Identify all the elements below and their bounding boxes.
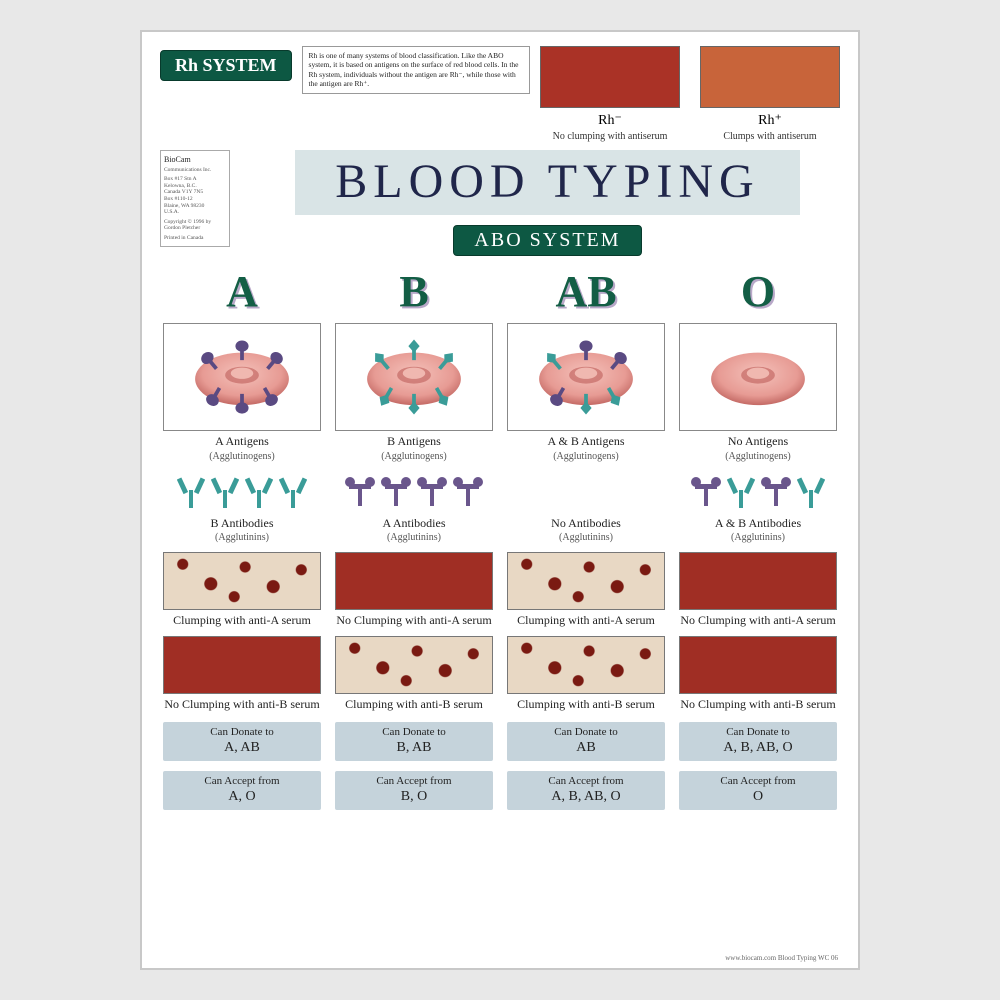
rh-description: Rh is one of many systems of blood class… <box>302 46 530 94</box>
anti-a-serum-label: Clumping with anti-A serum <box>517 614 655 628</box>
antigen-label: No Antigens(Agglutinogens) <box>725 435 791 463</box>
antibody-label: A & B Antibodies(Agglutinins) <box>715 517 801 545</box>
rh-plus-swatch <box>700 46 840 108</box>
antigen-label: A Antigens(Agglutinogens) <box>209 435 275 463</box>
rbc-diagram <box>335 323 493 431</box>
antibody-icons <box>163 473 321 513</box>
antibody-icons <box>679 473 837 513</box>
type-letter: AB <box>555 266 616 317</box>
rbc-diagram <box>163 323 321 431</box>
blood-type-column-A: A A Antigens( <box>160 266 324 810</box>
antibody-icons <box>335 473 493 513</box>
rbc-diagram <box>507 323 665 431</box>
anti-b-serum-label: No Clumping with anti-B serum <box>164 698 319 712</box>
anti-a-serum-label: Clumping with anti-A serum <box>173 614 311 628</box>
anti-a-serum-swatch <box>163 552 321 610</box>
publisher-box: BioCam Communications Inc. Box #17 Stn A… <box>160 150 230 247</box>
publisher-copyright: Copyright © 1996 by Gordon Pletcher <box>164 219 226 232</box>
anti-b-serum-label: No Clumping with anti-B serum <box>680 698 835 712</box>
abo-badge: ABO SYSTEM <box>453 225 641 256</box>
rh-badge: Rh SYSTEM <box>160 50 292 81</box>
antibody-label: No Antibodies(Agglutinins) <box>551 517 621 545</box>
rbc-diagram <box>679 323 837 431</box>
rh-plus-sample: Rh⁺ Clumps with antiserum <box>700 46 840 142</box>
antibody-label: A Antibodies(Agglutinins) <box>382 517 445 545</box>
blood-type-column-B: B B Antigens( <box>332 266 496 810</box>
rh-minus-title: Rh⁻ <box>540 112 680 129</box>
rh-samples: Rh⁻ No clumping with antiserum Rh⁺ Clump… <box>540 46 840 142</box>
antibody-icons <box>507 473 665 513</box>
anti-a-serum-label: No Clumping with anti-A serum <box>680 614 835 628</box>
rh-minus-caption: No clumping with antiserum <box>540 131 680 142</box>
blood-type-column-AB: AB A & B Anti <box>504 266 668 810</box>
rh-section: Rh SYSTEM Rh is one of many systems of b… <box>160 46 840 142</box>
rh-plus-title: Rh⁺ <box>700 112 840 129</box>
donate-chip: Can Donate toA, AB <box>163 722 321 761</box>
donate-chip: Can Donate toA, B, AB, O <box>679 722 837 761</box>
anti-b-serum-swatch <box>679 636 837 694</box>
antibody-label: B Antibodies(Agglutinins) <box>210 517 273 545</box>
abo-grid: A A Antigens( <box>160 266 840 810</box>
publisher-name: BioCam <box>164 155 226 165</box>
accept-chip: Can Accept fromB, O <box>335 771 493 810</box>
anti-b-serum-swatch <box>507 636 665 694</box>
anti-b-serum-swatch <box>163 636 321 694</box>
publisher-sub: Communications Inc. <box>164 167 226 174</box>
publisher-printed: Printed in Canada <box>164 235 226 242</box>
antigen-label: A & B Antigens(Agglutinogens) <box>547 435 624 463</box>
type-letter: B <box>399 266 428 317</box>
type-letter: O <box>741 266 775 317</box>
accept-chip: Can Accept fromA, O <box>163 771 321 810</box>
accept-chip: Can Accept fromA, B, AB, O <box>507 771 665 810</box>
rh-minus-swatch <box>540 46 680 108</box>
anti-b-serum-swatch <box>335 636 493 694</box>
blood-type-column-O: O No Antigens(Agglutinogens) <box>676 266 840 810</box>
publisher-address: Box #17 Stn AKelowna, B.C.Canada V1Y 7N5… <box>164 176 226 216</box>
anti-a-serum-swatch <box>507 552 665 610</box>
poster: Rh SYSTEM Rh is one of many systems of b… <box>140 30 860 970</box>
anti-a-serum-swatch <box>679 552 837 610</box>
type-letter: A <box>226 266 258 317</box>
anti-b-serum-label: Clumping with anti-B serum <box>345 698 483 712</box>
main-title: BLOOD TYPING <box>295 150 799 215</box>
antigen-label: B Antigens(Agglutinogens) <box>381 435 447 463</box>
accept-chip: Can Accept fromO <box>679 771 837 810</box>
donate-chip: Can Donate toB, AB <box>335 722 493 761</box>
anti-a-serum-swatch <box>335 552 493 610</box>
footer-text: www.biocam.com Blood Typing WC 06 <box>725 954 838 962</box>
title-block: BLOOD TYPING ABO SYSTEM <box>255 150 840 256</box>
donate-chip: Can Donate toAB <box>507 722 665 761</box>
rh-minus-sample: Rh⁻ No clumping with antiserum <box>540 46 680 142</box>
anti-a-serum-label: No Clumping with anti-A serum <box>336 614 491 628</box>
rh-plus-caption: Clumps with antiserum <box>700 131 840 142</box>
anti-b-serum-label: Clumping with anti-B serum <box>517 698 655 712</box>
